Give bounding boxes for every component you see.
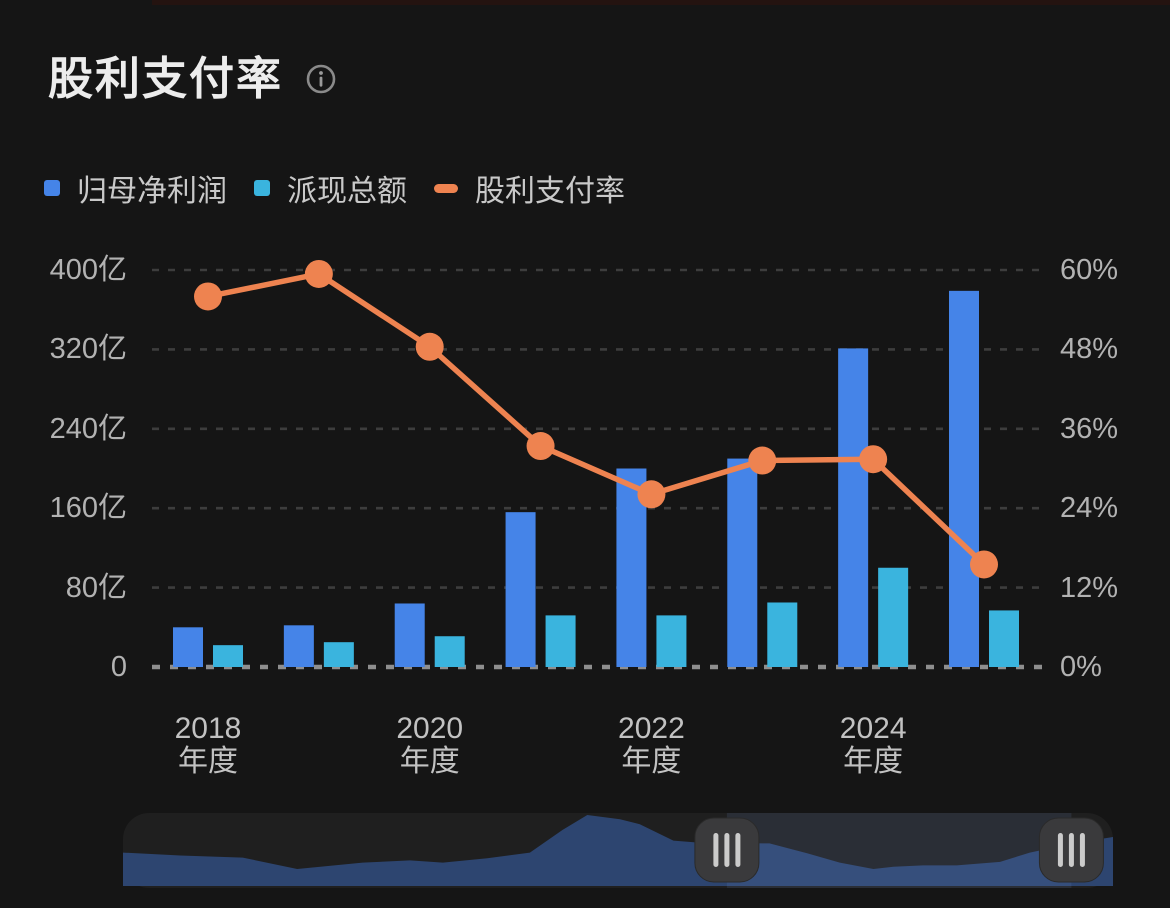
bar-dividend-2023[interactable] <box>767 602 798 667</box>
x-tick-2018: 2018 年度 <box>174 712 242 778</box>
y-left-tick-2: 240亿 <box>49 412 127 445</box>
bar-dividend-2024[interactable] <box>878 567 909 667</box>
bar-dividend-2018[interactable] <box>213 645 243 667</box>
header: 股利支付率 <box>48 56 337 101</box>
legend-label: 归母净利润 <box>77 175 227 208</box>
y-right-tick-1: 48% <box>1060 333 1119 366</box>
legend-item-1[interactable]: 派现总额 <box>254 166 407 210</box>
handle-grip-bar <box>1079 833 1085 867</box>
bar-dividend-2021[interactable] <box>545 615 576 667</box>
legend-item-2[interactable]: 股利支付率 <box>434 166 625 210</box>
bar-dividend-2019[interactable] <box>323 642 354 667</box>
handle-grip-bar <box>724 833 730 867</box>
line-point-2018[interactable] <box>194 282 222 311</box>
y-left-tick-4: 80亿 <box>65 571 127 604</box>
bar-net-profit-2025[interactable] <box>948 290 979 667</box>
line-point-2021[interactable] <box>526 432 555 461</box>
y-right-tick-0: 60% <box>1060 254 1119 286</box>
legend-label: 股利支付率 <box>475 175 625 208</box>
y-right-tick-4: 12% <box>1060 571 1119 604</box>
y-left-tick-0: 400亿 <box>49 254 127 286</box>
line-point-2025[interactable] <box>969 550 998 579</box>
slider-selection[interactable] <box>726 813 1072 888</box>
legend-label: 派现总额 <box>287 175 407 208</box>
slider-data-shadow <box>123 815 1113 886</box>
bar-net-profit-2024[interactable] <box>838 348 869 667</box>
y-right-tick-5: 0% <box>1060 651 1102 683</box>
line-point-2020[interactable] <box>415 332 444 361</box>
top-edge-strip <box>152 0 1170 5</box>
legend-item-0[interactable]: 归母净利润 <box>44 166 227 210</box>
x-tick-2022: 2022 年度 <box>618 712 685 778</box>
y-left-tick-5: 0 <box>110 651 127 683</box>
line-point-2024[interactable] <box>859 445 888 474</box>
bar-net-profit-2021[interactable] <box>505 512 536 667</box>
legend-square-marker <box>44 180 60 196</box>
handle-grip-bar <box>1057 833 1063 867</box>
y-right-tick-3: 24% <box>1060 492 1119 525</box>
bar-dividend-2025[interactable] <box>988 610 1019 667</box>
bar-net-profit-2020[interactable] <box>394 603 425 667</box>
bar-net-profit-2018[interactable] <box>173 627 203 667</box>
y-right-tick-2: 36% <box>1060 412 1119 445</box>
bar-dividend-2022[interactable] <box>656 615 687 667</box>
x-tick-2020: 2020 年度 <box>396 712 464 778</box>
handle-grip-bar <box>713 833 719 867</box>
handle-grip-bar <box>1068 833 1074 867</box>
bar-dividend-2020[interactable] <box>434 636 465 667</box>
line-point-2023[interactable] <box>748 446 777 475</box>
payout-ratio-line <box>207 271 986 567</box>
page-title: 股利支付率 <box>48 53 284 104</box>
handle-grip-bar <box>735 833 741 867</box>
bar-net-profit-2019[interactable] <box>283 625 314 667</box>
y-left-tick-1: 320亿 <box>49 333 127 366</box>
legend: 归母净利润 派现总额 股利支付率 <box>44 166 625 210</box>
bar-net-profit-2023[interactable] <box>727 458 758 667</box>
legend-square-marker <box>254 180 270 196</box>
y-left-tick-3: 160亿 <box>49 492 127 525</box>
info-icon[interactable] <box>305 63 337 95</box>
x-tick-2024: 2024 年度 <box>839 712 907 778</box>
line-point-2022[interactable] <box>637 480 666 509</box>
legend-line-marker <box>434 183 458 193</box>
line-point-2019[interactable] <box>304 259 333 288</box>
